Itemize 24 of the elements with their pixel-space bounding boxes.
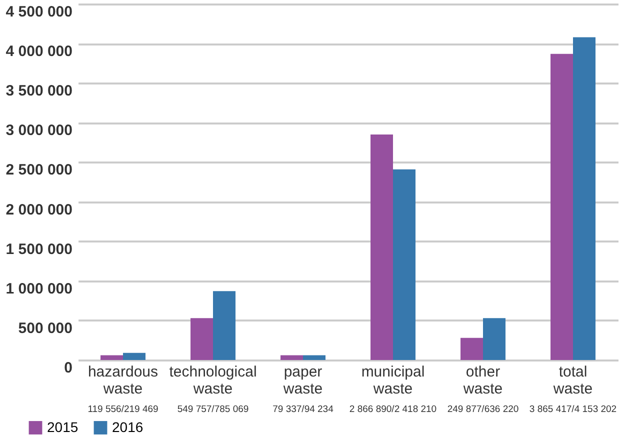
- x-tick-label: technological waste: [169, 364, 257, 398]
- x-tick-label: paper waste: [282, 364, 323, 398]
- x-tick-label: municipal waste: [361, 364, 425, 398]
- text: 2 866 890/2 418 210: [349, 404, 437, 415]
- y-tick-label: 3 500 000: [6, 82, 72, 100]
- y-tick-label: 2 500 000: [6, 162, 72, 179]
- y-tick-label: 4 500 000: [6, 4, 72, 20]
- y-tick-label: 1 000 000: [6, 280, 72, 298]
- legend-label: 2015: [47, 418, 78, 435]
- y-tick-label: 0: [64, 360, 72, 376]
- text: 3 865 417/4 153 202: [529, 404, 617, 415]
- x-tick-label: other waste: [462, 364, 503, 398]
- y-tick-label: 500 000: [18, 320, 72, 337]
- x-tick-label: hazardous waste: [88, 364, 158, 398]
- y-tick-label: 2 000 000: [6, 201, 72, 218]
- y-tick-label: 3 000 000: [6, 122, 72, 140]
- text: 549 757/785 069: [177, 404, 249, 415]
- y-tick-label: 4 000 000: [6, 43, 72, 60]
- text: 79 337/94 234: [272, 404, 334, 415]
- legend-label: 2016: [112, 418, 144, 435]
- y-tick-label: 1 500 000: [6, 240, 72, 258]
- text: 119 556/219 469: [88, 404, 158, 415]
- x-tick-label: total waste: [552, 364, 593, 398]
- text: 249 877/636 220: [447, 404, 519, 415]
